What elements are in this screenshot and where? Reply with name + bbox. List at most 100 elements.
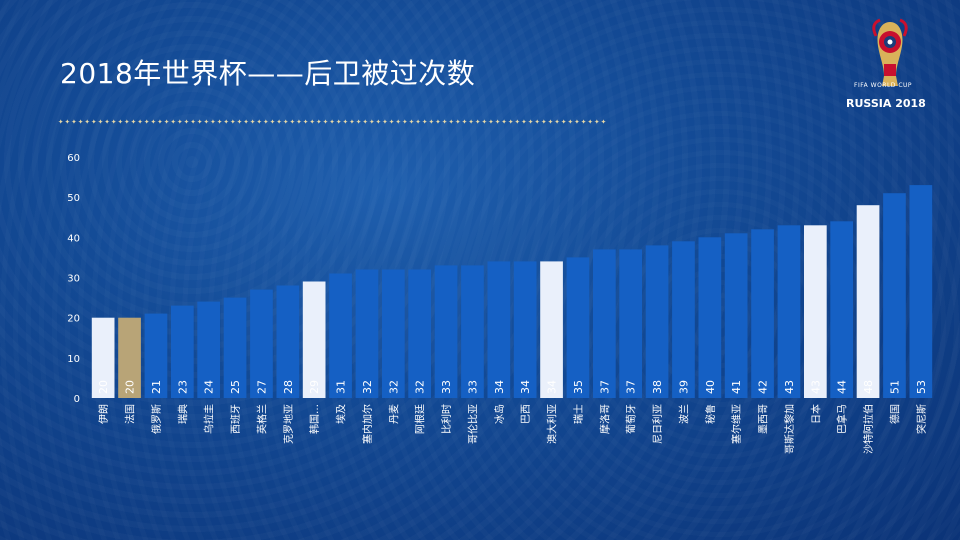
bar-value-label: 33 [466, 380, 479, 394]
x-category-label: 埃及 [335, 404, 348, 424]
bar-value-label: 53 [915, 380, 928, 394]
x-category-label: 沙特阿拉伯 [862, 404, 875, 454]
x-category-label: 阿根廷 [414, 404, 427, 434]
x-category-label: 冰岛 [493, 404, 506, 424]
x-category-label: 突尼斯 [915, 404, 928, 434]
bar [513, 261, 537, 398]
bar [276, 285, 300, 398]
bar [909, 185, 933, 398]
bar [302, 281, 326, 398]
bar [91, 317, 115, 398]
bar-value-label: 35 [572, 380, 585, 394]
bar [197, 301, 220, 398]
bar-value-label: 20 [97, 380, 110, 394]
bar-value-label: 29 [308, 380, 321, 394]
bar-value-label: 48 [862, 380, 875, 394]
y-tick-label: 20 [67, 314, 80, 325]
x-category-label: 伊朗 [98, 404, 110, 424]
x-category-label: 乌拉圭 [203, 404, 216, 434]
x-category-label: 波兰 [677, 404, 690, 424]
y-tick-label: 30 [67, 274, 80, 285]
bar-value-label: 37 [598, 380, 611, 394]
x-category-label: 西班牙 [230, 404, 242, 434]
bar-value-label: 40 [704, 380, 717, 394]
x-category-label: 葡萄牙 [625, 404, 638, 434]
bar-value-label: 24 [203, 380, 216, 394]
bar [724, 233, 748, 398]
bar [223, 297, 247, 398]
x-category-label: 俄罗斯 [150, 404, 163, 434]
y-tick-label: 50 [67, 193, 80, 204]
bar [593, 249, 616, 398]
bar-value-label: 38 [651, 380, 664, 394]
bar-value-label: 32 [361, 380, 374, 394]
x-category-label: 塞尔维亚 [730, 404, 743, 444]
world-cup-logo-icon [872, 18, 908, 86]
star-divider: ✦✦✦✦✦✦✦✦✦✦✦✦✦✦✦✦✦✦✦✦✦✦✦✦✦✦✦✦✦✦✦✦✦✦✦✦✦✦✦✦… [58, 117, 608, 127]
slide-title: 2018年世界杯——后卫被过次数 [60, 57, 476, 90]
bar-value-label: 20 [124, 380, 137, 394]
bar [777, 225, 801, 398]
bar-value-label: 42 [757, 380, 770, 394]
bar [144, 313, 168, 398]
x-category-label: 瑞典 [176, 404, 189, 424]
bar [804, 225, 827, 398]
x-category-label: 克罗地亚 [282, 404, 295, 444]
y-tick-label: 0 [74, 394, 80, 405]
bar [118, 317, 141, 398]
bar-value-label: 34 [493, 380, 506, 394]
bar [461, 265, 484, 398]
y-tick-label: 10 [67, 354, 80, 365]
bar-value-label: 32 [414, 380, 427, 394]
bar-value-label: 44 [836, 380, 849, 394]
bar [434, 265, 458, 398]
bar [672, 241, 695, 398]
bar [751, 229, 774, 398]
x-category-label: 哥斯达黎加 [783, 404, 796, 454]
x-category-label: 哥伦比亚 [466, 404, 479, 444]
bar-value-label: 25 [229, 380, 242, 394]
bar [540, 261, 563, 398]
bar-value-label: 31 [335, 380, 348, 394]
x-category-label: 英格兰 [255, 404, 268, 434]
x-category-label: 巴西 [520, 404, 532, 424]
x-category-label: 法国 [124, 404, 137, 424]
x-category-label: 德国 [888, 404, 901, 424]
bar [355, 269, 379, 398]
x-category-label: 秘鲁 [704, 404, 717, 424]
bar-value-label: 23 [176, 380, 189, 394]
bar-value-label: 32 [387, 380, 400, 394]
bar-value-label: 39 [677, 380, 690, 394]
bar-value-label: 34 [546, 380, 559, 394]
x-category-label: 墨西哥 [758, 404, 770, 434]
x-category-label: 澳大利亚 [546, 404, 559, 444]
x-category-label: 韩国… [308, 404, 321, 434]
x-category-label: 丹麦 [388, 404, 400, 424]
bar [856, 205, 880, 398]
x-category-label: 尼日利亚 [652, 404, 664, 444]
bar [883, 193, 906, 398]
bar [408, 269, 431, 398]
bar [487, 261, 511, 398]
y-tick-label: 60 [67, 153, 80, 164]
logo-wordmark: RUSSIA 2018 [846, 97, 926, 110]
y-tick-label: 40 [67, 233, 80, 244]
bar-value-label: 41 [730, 380, 743, 394]
x-category-label: 比利时 [441, 404, 453, 434]
bar-value-label: 27 [255, 380, 268, 394]
bar [619, 249, 642, 398]
bar [329, 273, 352, 398]
x-category-label: 塞内加尔 [361, 404, 374, 444]
bar-value-label: 37 [625, 380, 638, 394]
bar-value-label: 28 [282, 380, 295, 394]
bar-value-label: 34 [519, 380, 532, 394]
bar-value-label: 33 [440, 380, 453, 394]
bar [698, 237, 722, 398]
bar [645, 245, 669, 398]
x-category-label: 巴拿马 [836, 404, 849, 434]
x-category-label: 摩洛哥 [598, 404, 611, 434]
x-category-label: 日本 [809, 404, 822, 424]
bar [566, 257, 590, 398]
bar [830, 221, 853, 398]
